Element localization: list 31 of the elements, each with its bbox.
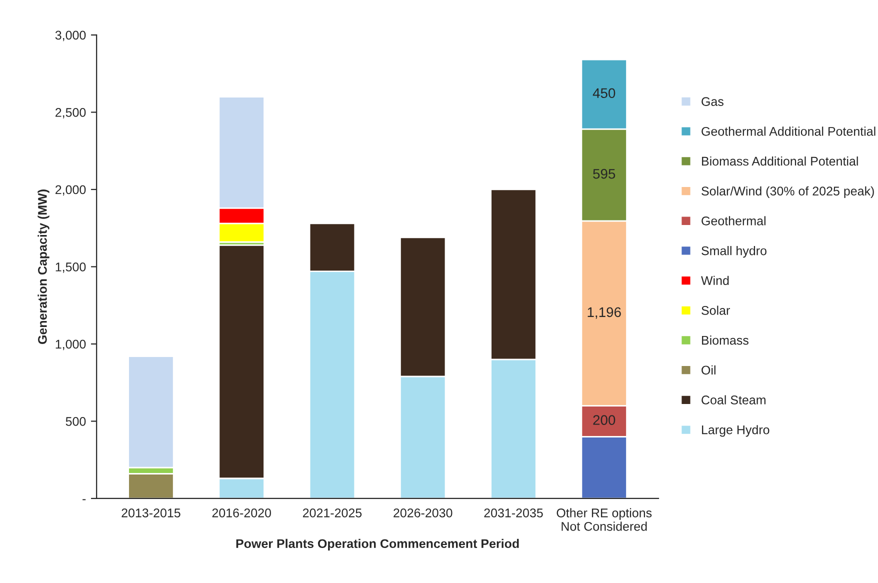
legend-label: Solar xyxy=(702,306,730,315)
data-label: 200 xyxy=(593,415,616,425)
legend-label: Wind xyxy=(701,276,729,286)
legend-label: Geothermal xyxy=(702,216,766,226)
data-label: 595 xyxy=(593,168,616,179)
legend-label: Coal Steam xyxy=(702,395,766,404)
x-tick-label: 2013-2015 xyxy=(122,508,180,518)
legend-label: Large Hydro xyxy=(702,425,770,437)
x-tick-label: 2031-2035 xyxy=(484,508,543,518)
legend-label: Small hydro xyxy=(702,246,766,258)
y-tick-label: 2,500 xyxy=(56,108,86,118)
y-axis-title: Generation Capacity (MW) xyxy=(38,190,50,344)
x-tick-label: 2026-2030 xyxy=(394,508,452,518)
x-tick-label: 2021-2025 xyxy=(302,508,362,518)
y-tick-label: 1,000 xyxy=(56,340,86,350)
legend-label: Biomass xyxy=(702,336,748,345)
data-label: 1,196 xyxy=(588,307,621,319)
y-tick-label: 2,000 xyxy=(56,185,86,196)
y-tick-label: 3,000 xyxy=(55,30,86,42)
y-tick-label: 1,500 xyxy=(56,262,86,273)
x-axis-title: Power Plants Operation Commencement Period xyxy=(236,538,519,551)
legend-label: Solar/Wind (30% of 2025 peak) xyxy=(702,186,874,198)
y-tick-label: 500 xyxy=(66,417,86,426)
legend-label: Biomass Additional Potential xyxy=(702,156,858,166)
legend-label: Oil xyxy=(702,365,716,375)
x-tick-label: 2016-2020 xyxy=(212,508,271,518)
legend-label: Geothermal Additional Potential xyxy=(702,126,876,136)
data-label: 450 xyxy=(592,88,616,98)
x-tick-label: Other RE options Not Considered xyxy=(556,508,652,531)
legend-label: Gas xyxy=(702,97,724,106)
y-tick-label: - xyxy=(82,499,86,500)
